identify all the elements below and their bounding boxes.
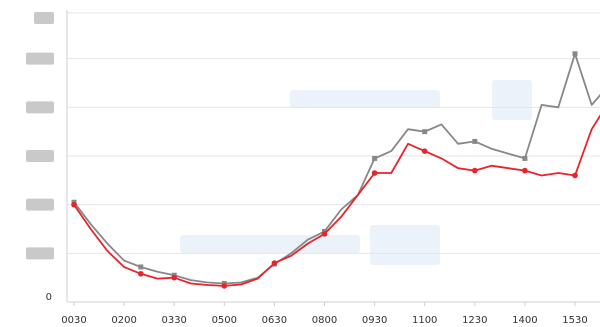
x-tick-label: 1530 — [562, 315, 587, 326]
series-point-1 — [572, 51, 578, 57]
watermark-4 — [370, 225, 440, 265]
x-tick-label: 0030 — [61, 315, 86, 326]
series-point-2 — [271, 260, 278, 266]
x-axis-ticks: 0030 0200 0330 0500 0630 0800 0930 1100 1230 1400… — [61, 302, 588, 326]
series-point-1 — [422, 129, 428, 135]
x-tick-label: 1100 — [412, 315, 437, 326]
series-point-2 — [138, 270, 144, 277]
y-tick-label-blurred — [34, 12, 54, 24]
series-point-1 — [372, 155, 378, 161]
watermark-1 — [290, 90, 440, 108]
series-point-2 — [522, 167, 528, 174]
series-point-2 — [572, 172, 578, 179]
x-tick-label: 0630 — [262, 315, 287, 326]
x-tick-label: 0330 — [161, 315, 186, 326]
x-tick-label: 0930 — [362, 315, 387, 326]
y-tick-label-blurred — [26, 198, 54, 211]
y-tick-label-blurred — [26, 101, 54, 114]
x-tick-label: 1400 — [512, 315, 537, 326]
series-point-1 — [522, 155, 528, 161]
watermark-3 — [180, 235, 360, 253]
series-point-2 — [371, 170, 378, 176]
y-tick-label: 0 — [46, 292, 52, 303]
y-axis-ticks: 0 — [26, 12, 54, 303]
series-line-1 — [73, 52, 600, 285]
x-tick-label: 0200 — [111, 315, 136, 326]
y-tick-label-blurred — [26, 52, 54, 65]
series-point-2 — [321, 231, 328, 237]
series-point-2 — [71, 201, 77, 208]
series-layer — [71, 51, 600, 289]
x-tick-label: 0800 — [312, 315, 337, 326]
watermark-2 — [492, 80, 532, 120]
x-tick-label: 0500 — [212, 315, 237, 326]
x-tick-label: 1230 — [462, 315, 487, 326]
grid — [66, 10, 600, 303]
series-point-1 — [472, 138, 478, 144]
y-tick-label-blurred — [26, 150, 54, 162]
series-point-1 — [138, 264, 144, 270]
series-point-2 — [421, 148, 428, 154]
series-point-2 — [472, 167, 478, 174]
series-point-2 — [171, 274, 177, 281]
y-tick-label-blurred — [26, 247, 54, 260]
series-point-2 — [221, 283, 228, 289]
